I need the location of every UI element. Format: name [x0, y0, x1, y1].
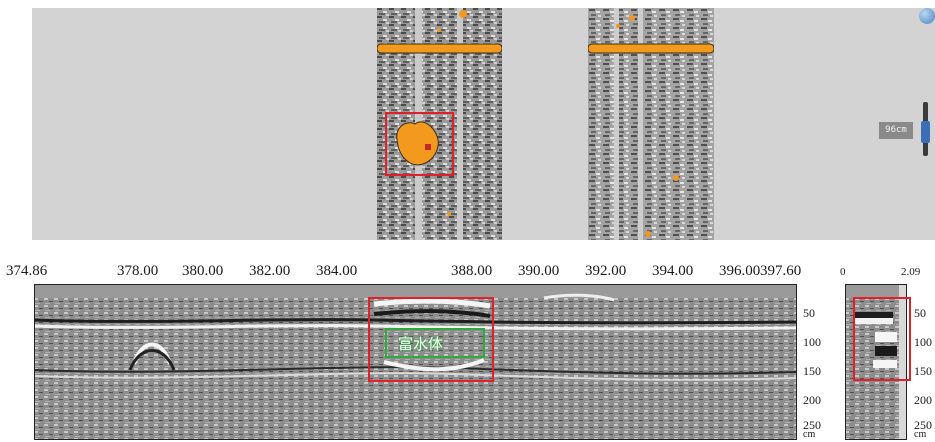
globe-icon[interactable] [919, 8, 935, 24]
radargram-profile[interactable] [34, 284, 797, 440]
tick-label: 374.86 [6, 263, 48, 279]
gpr-strip-right-image [588, 8, 714, 240]
gpr-strip-left-image [377, 8, 502, 240]
side-depth-tick-label: 100 [914, 335, 932, 349]
gpr-strip-left [377, 8, 502, 240]
side-anomaly-highlight-box [853, 297, 911, 381]
side-depth-tick-label: 50 [914, 306, 926, 320]
depth-tick-label: 100 [803, 335, 821, 349]
plan-view[interactable]: 96cm [32, 8, 935, 240]
anomaly-highlight-box [368, 297, 494, 382]
zoom-slider-handle[interactable] [921, 121, 930, 144]
anomaly-label-box [385, 328, 485, 358]
tick-label: 392.00 [585, 263, 627, 279]
side-depth-tick-label: 250 [914, 418, 932, 432]
depth-unit-label: cm [803, 429, 816, 440]
tick-label: 382.00 [249, 263, 291, 279]
depth-tick-label: 50 [803, 306, 815, 320]
tick-label: 388.00 [451, 263, 493, 279]
side-range-end: 2.09 [901, 266, 921, 278]
tick-label: 396.00 [719, 263, 761, 279]
depth-tick-label: 200 [803, 393, 821, 407]
gpr-strip-right [588, 8, 714, 240]
side-radargram[interactable] [845, 284, 907, 440]
depth-tick-label: 150 [803, 364, 821, 378]
depth-tick-label: 250 [803, 418, 821, 432]
anomaly-label: 富水体 [398, 335, 444, 353]
side-depth-unit-label: cm [914, 429, 927, 440]
tick-label: 390.00 [518, 263, 560, 279]
scale-badge: 96cm [879, 122, 913, 139]
radargram-image [34, 284, 797, 440]
tick-label: 384.00 [316, 263, 358, 279]
tick-label: 380.00 [182, 263, 224, 279]
side-depth-tick-label: 150 [914, 364, 932, 378]
tick-label: 378.00 [117, 263, 159, 279]
side-depth-tick-label: 200 [914, 393, 932, 407]
tick-label: 394.00 [652, 263, 694, 279]
side-range-start: 0 [840, 266, 846, 278]
side-radargram-image [845, 284, 907, 440]
plan-anomaly-box [385, 112, 454, 176]
tick-label: 397.60 [760, 263, 802, 279]
